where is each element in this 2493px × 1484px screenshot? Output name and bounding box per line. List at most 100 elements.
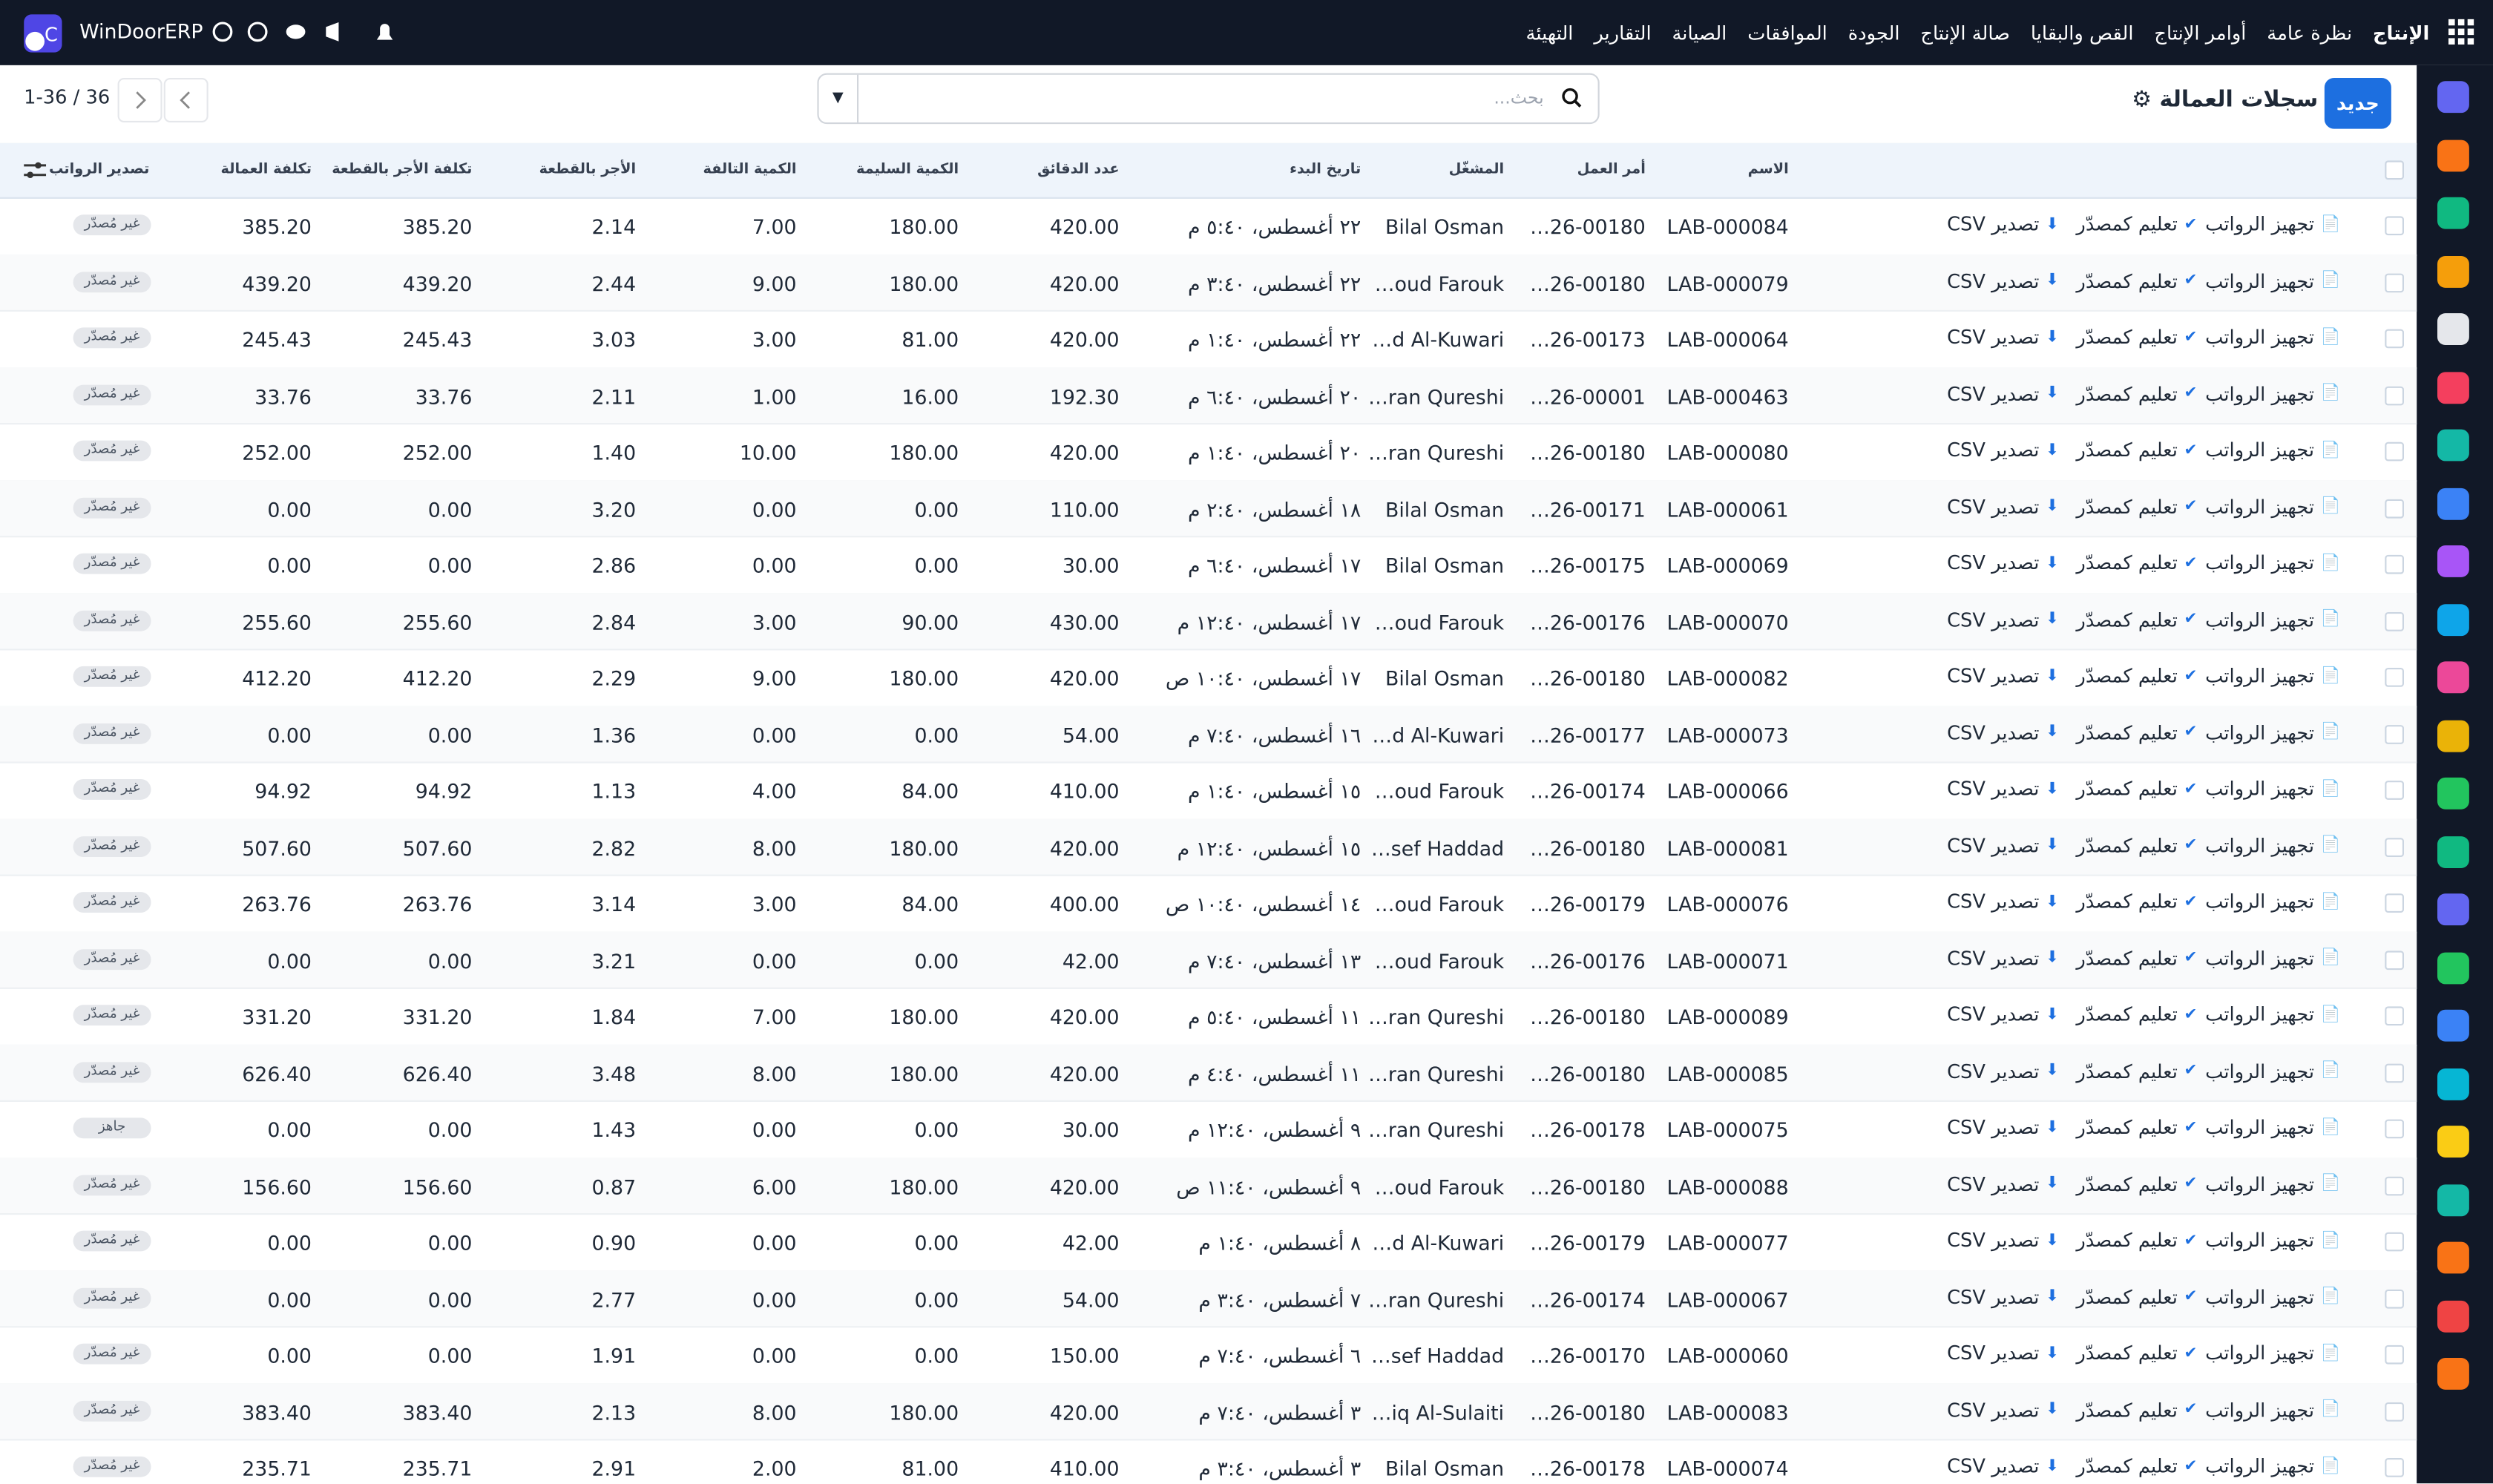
row-action[interactable]: 📄 تجهيز الرواتب [2205, 326, 2340, 348]
row-action[interactable]: ✔ تعليم كمصدّر [2076, 382, 2197, 404]
row-action[interactable]: ⬇ تصدير CSV [1947, 269, 2059, 292]
row-action[interactable]: 📄 تجهيز الرواتب [2205, 778, 2340, 800]
row-checkbox[interactable] [2385, 1457, 2404, 1477]
prev-page[interactable] [163, 78, 208, 122]
app-icon[interactable] [2437, 255, 2469, 287]
row-action[interactable]: 📄 تجهيز الرواتب [2205, 1003, 2340, 1025]
row-action[interactable]: ⬇ تصدير CSV [1947, 1229, 2059, 1251]
row-checkbox[interactable] [2385, 1401, 2404, 1421]
app-icon[interactable] [2437, 313, 2469, 345]
row-action[interactable]: ⬇ تصدير CSV [1947, 834, 2059, 856]
row-action[interactable]: ⬇ تصدير CSV [1947, 778, 2059, 800]
row-action[interactable]: ✔ تعليم كمصدّر [2076, 326, 2197, 348]
app-icon[interactable] [2437, 429, 2469, 462]
app-icon[interactable] [2437, 1299, 2469, 1332]
row-action[interactable]: 📄 تجهيز الرواتب [2205, 721, 2340, 743]
app-icon[interactable] [2437, 1241, 2469, 1274]
nav-item[interactable]: القص والبقايا [2030, 21, 2134, 44]
app-icon[interactable] [2437, 139, 2469, 171]
app-icon[interactable] [2437, 1126, 2469, 1158]
row-action[interactable]: ✔ تعليم كمصدّر [2076, 213, 2197, 235]
nav-item[interactable]: التهيئة [1525, 21, 1574, 44]
nav-item[interactable]: الموافقات [1747, 21, 1827, 44]
row-action[interactable]: 📄 تجهيز الرواتب [2205, 608, 2340, 631]
app-icon[interactable] [2437, 893, 2469, 926]
row-action[interactable]: 📄 تجهيز الرواتب [2205, 439, 2340, 461]
row-checkbox[interactable] [2385, 1175, 2404, 1195]
row-action[interactable]: ⬇ تصدير CSV [1947, 213, 2059, 235]
row-action[interactable]: ⬇ تصدير CSV [1947, 1286, 2059, 1308]
row-action[interactable]: 📄 تجهيز الرواتب [2205, 890, 2340, 913]
row-checkbox[interactable] [2385, 1288, 2404, 1308]
row-action[interactable]: 📄 تجهيز الرواتب [2205, 665, 2340, 687]
row-checkbox[interactable] [2385, 611, 2404, 631]
row-action[interactable]: 📄 تجهيز الرواتب [2205, 213, 2340, 235]
app-icon[interactable] [2437, 371, 2469, 404]
app-icon[interactable] [2437, 603, 2469, 636]
row-action[interactable]: ✔ تعليم كمصدّر [2076, 1286, 2197, 1308]
row-action[interactable]: 📄 تجهيز الرواتب [2205, 1172, 2340, 1195]
apps-grid-icon[interactable] [2448, 19, 2474, 45]
row-action[interactable]: ⬇ تصدير CSV [1947, 721, 2059, 743]
row-action[interactable]: ✔ تعليم كمصدّر [2076, 1003, 2197, 1025]
row-action[interactable]: 📄 تجهيز الرواتب [2205, 1060, 2340, 1082]
app-icon[interactable] [2437, 835, 2469, 867]
nav-item[interactable]: صالة الإنتاج [1920, 21, 2011, 44]
app-icon[interactable] [2437, 197, 2469, 229]
search-dropdown[interactable]: ▼ [819, 74, 859, 122]
row-action[interactable]: ✔ تعليم كمصدّر [2076, 552, 2197, 574]
row-action[interactable]: 📄 تجهيز الرواتب [2205, 1116, 2340, 1138]
row-action[interactable]: ⬇ تصدير CSV [1947, 1060, 2059, 1082]
row-action[interactable]: 📄 تجهيز الرواتب [2205, 269, 2340, 292]
row-action[interactable]: ✔ تعليم كمصدّر [2076, 1060, 2197, 1082]
row-action[interactable]: ⬇ تصدير CSV [1947, 608, 2059, 631]
row-action[interactable]: ⬇ تصدير CSV [1947, 382, 2059, 404]
row-checkbox[interactable] [2385, 950, 2404, 970]
row-action[interactable]: ⬇ تصدير CSV [1947, 1455, 2059, 1477]
row-action[interactable]: ✔ تعليم كمصدّر [2076, 1342, 2197, 1365]
row-action[interactable]: ✔ تعليم كمصدّر [2076, 496, 2197, 518]
app-icon[interactable] [2437, 1183, 2469, 1216]
row-checkbox[interactable] [2385, 441, 2404, 462]
row-checkbox[interactable] [2385, 1232, 2404, 1252]
row-action[interactable]: 📄 تجهيز الرواتب [2205, 552, 2340, 574]
row-action[interactable]: ✔ تعليم كمصدّر [2076, 608, 2197, 631]
row-action[interactable]: ✔ تعليم كمصدّر [2076, 269, 2197, 292]
row-action[interactable]: 📄 تجهيز الرواتب [2205, 1455, 2340, 1477]
row-action[interactable]: ✔ تعليم كمصدّر [2076, 1229, 2197, 1251]
app-icon[interactable] [2437, 661, 2469, 694]
row-checkbox[interactable] [2385, 781, 2404, 800]
row-action[interactable]: ⬇ تصدير CSV [1947, 439, 2059, 461]
row-action[interactable]: 📄 تجهيز الرواتب [2205, 1342, 2340, 1365]
row-checkbox[interactable] [2385, 554, 2404, 574]
row-action[interactable]: ✔ تعليم كمصدّر [2076, 834, 2197, 856]
row-action[interactable]: ✔ تعليم كمصدّر [2076, 947, 2197, 969]
row-checkbox[interactable] [2385, 837, 2404, 856]
app-icon[interactable] [2437, 545, 2469, 577]
row-checkbox[interactable] [2385, 724, 2404, 743]
gear-icon[interactable]: ⚙ [2132, 87, 2152, 114]
app-icon[interactable] [2437, 777, 2469, 810]
row-action[interactable]: ⬇ تصدير CSV [1947, 326, 2059, 348]
row-action[interactable]: ✔ تعليم كمصدّر [2076, 721, 2197, 743]
row-checkbox[interactable] [2385, 385, 2404, 405]
row-action[interactable]: ✔ تعليم كمصدّر [2076, 665, 2197, 687]
row-action[interactable]: 📄 تجهيز الرواتب [2205, 1286, 2340, 1308]
nav-item[interactable]: الصيانة [1672, 21, 1727, 44]
search-box[interactable]: ▼ بحث... [817, 73, 1600, 125]
nav-item[interactable]: نظرة عامة [2267, 21, 2353, 44]
row-action[interactable]: ⬇ تصدير CSV [1947, 1342, 2059, 1365]
row-checkbox[interactable] [2385, 1006, 2404, 1026]
app-icon[interactable] [2437, 487, 2469, 519]
select-all-checkbox[interactable] [2385, 160, 2404, 180]
row-action[interactable]: 📄 تجهيز الرواتب [2205, 834, 2340, 856]
nav-item[interactable]: الجودة [1847, 21, 1900, 44]
row-action[interactable]: ✔ تعليم كمصدّر [2076, 1116, 2197, 1138]
row-action[interactable]: ⬇ تصدير CSV [1947, 665, 2059, 687]
row-checkbox[interactable] [2385, 216, 2404, 236]
row-checkbox[interactable] [2385, 668, 2404, 687]
row-action[interactable]: ✔ تعليم كمصدّر [2076, 890, 2197, 913]
row-action[interactable]: ⬇ تصدير CSV [1947, 1116, 2059, 1138]
row-action[interactable]: ⬇ تصدير CSV [1947, 890, 2059, 913]
row-checkbox[interactable] [2385, 1063, 2404, 1083]
